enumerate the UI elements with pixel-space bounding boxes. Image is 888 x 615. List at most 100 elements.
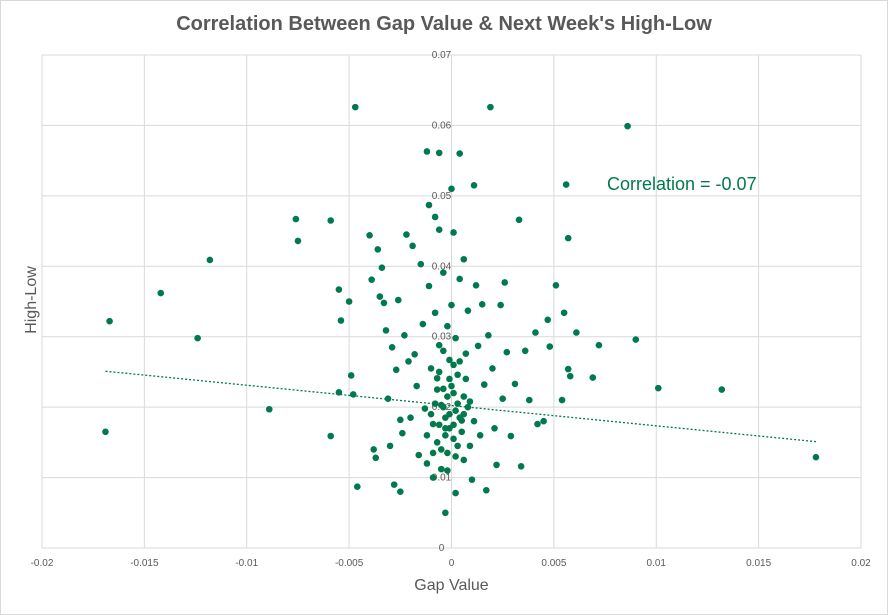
data-point [450,435,457,443]
data-point [624,122,631,130]
y-tick-label: 0.05 [432,191,452,202]
data-point [435,226,443,233]
correlation-annotation: Correlation = -0.07 [607,174,757,194]
data-point [718,386,726,393]
data-point [417,260,425,268]
data-point [397,488,404,495]
data-point [452,334,459,342]
data-point [399,429,406,437]
data-point [562,181,570,188]
data-point [444,449,451,457]
data-point [456,275,463,283]
data-point [534,420,541,428]
data-points [102,103,820,517]
data-point [351,103,359,111]
data-point [450,361,457,369]
data-point [456,358,463,365]
data-point [435,341,443,349]
x-tick-label: 0.02 [851,558,871,569]
data-point [388,343,396,351]
x-tick-label: -0.01 [235,558,258,569]
data-point [405,358,412,365]
data-point [632,336,640,343]
data-point [382,327,390,334]
data-point [292,215,300,223]
data-point [497,301,504,309]
data-point [442,509,449,517]
data-point [573,329,580,336]
data-point [472,282,480,289]
data-point [558,396,566,404]
y-tick-label: 0.06 [432,120,452,131]
data-point [327,432,334,440]
data-point [503,348,511,356]
data-point [491,424,498,432]
data-point [456,150,463,157]
data-point [378,264,386,271]
x-tick-label: -0.015 [130,558,159,569]
data-point [440,269,447,276]
data-point [327,217,334,224]
data-point [487,103,494,111]
data-point [448,185,455,193]
data-point [464,307,472,314]
data-point [397,416,404,424]
x-tick-label: 0.005 [541,558,566,569]
data-point [454,371,461,379]
x-axis-label: Gap Value [414,577,489,594]
chart-title: Correlation Between Gap Value & Next Wee… [176,13,712,35]
data-point [440,385,447,393]
x-tick-label: -0.005 [335,558,364,569]
data-point [589,374,597,381]
data-point [544,316,552,324]
data-point [446,356,453,364]
data-point [431,213,439,221]
data-point [194,334,201,342]
data-point [409,242,416,250]
data-point [566,372,574,380]
data-point [433,439,441,446]
data-point [427,365,435,372]
data-point [433,374,441,382]
gridlines [41,54,862,549]
data-point [532,329,539,336]
data-point [458,428,466,436]
trendline [105,370,817,443]
x-tick-label: -0.02 [31,558,54,569]
data-point [374,246,382,253]
data-point [448,301,455,309]
data-point [394,296,402,304]
data-point [415,451,423,459]
data-point [654,384,662,392]
y-tick-label: 0 [439,543,445,554]
data-point [452,407,459,414]
data-point [366,231,373,239]
data-point [468,476,476,483]
data-point [470,181,478,189]
data-point [265,405,273,413]
data-point [421,405,429,412]
data-point [423,148,431,155]
data-point [540,417,547,425]
data-point [493,461,500,469]
data-point [489,365,496,372]
y-tick-label: 0.03 [432,332,452,343]
data-point [476,432,484,439]
data-point [480,381,488,388]
x-tick-labels: -0.02 -0.015 -0.01 -0.005 0 0.005 0.01 0.015 0.0… [31,558,872,569]
y-axis-label: High-Low [23,266,40,334]
data-point [384,395,392,402]
data-point [485,332,492,339]
data-point [454,400,461,407]
data-point [499,395,506,402]
data-point [411,351,418,358]
data-point [460,410,468,418]
data-point [812,453,820,461]
data-point [345,298,353,305]
data-point [380,299,388,307]
data-point [425,201,433,209]
data-point [429,474,437,481]
data-point [595,341,603,349]
data-point [429,449,437,457]
data-point [386,442,394,450]
